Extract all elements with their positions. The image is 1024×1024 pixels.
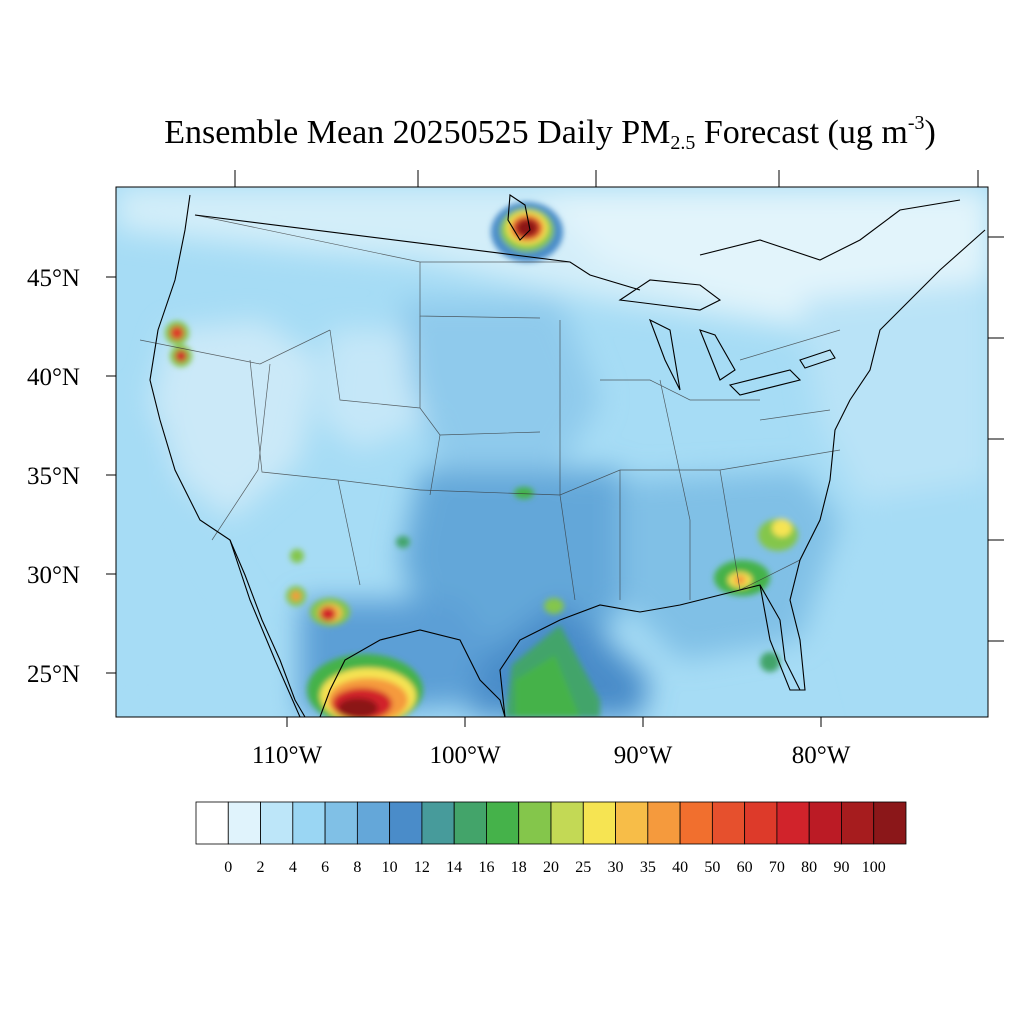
colorbar-box bbox=[808, 801, 842, 845]
colorbar-label: 8 bbox=[353, 859, 361, 876]
colorbar-box bbox=[647, 801, 681, 845]
chart-title: Ensemble Mean 20250525 Daily PM2.5 Forec… bbox=[164, 112, 936, 154]
colorbar-label: 2 bbox=[257, 859, 265, 876]
map-frame bbox=[115, 186, 989, 718]
colorbar-box bbox=[227, 801, 261, 845]
colorbar-box bbox=[389, 801, 423, 845]
colorbar-label: 70 bbox=[769, 859, 785, 876]
colorbar-box bbox=[744, 801, 778, 845]
lat-label: 40°N bbox=[27, 364, 80, 391]
colorbar-label: 50 bbox=[704, 859, 720, 876]
colorbar-box bbox=[550, 801, 584, 845]
gulf-plume bbox=[505, 625, 600, 717]
lat-label: 30°N bbox=[27, 562, 80, 589]
lon-label: 110°W bbox=[252, 742, 323, 769]
colorbar-label: 0 bbox=[224, 859, 232, 876]
coastlines bbox=[149, 194, 986, 717]
colorbar-label: 14 bbox=[446, 859, 462, 876]
colorbar-label: 60 bbox=[737, 859, 753, 876]
colorbar-label: 25 bbox=[575, 859, 591, 876]
colorbar-label: 35 bbox=[640, 859, 656, 876]
colorbar-label: 80 bbox=[801, 859, 817, 876]
concentration-field bbox=[116, 187, 988, 717]
colorbar-label: 18 bbox=[511, 859, 527, 876]
colorbar-box bbox=[582, 801, 616, 845]
colorbar-box bbox=[260, 801, 294, 845]
colorbar-box bbox=[679, 801, 713, 845]
colorbar-label: 6 bbox=[321, 859, 329, 876]
colorbar-label: 16 bbox=[478, 859, 494, 876]
colorbar-label: 4 bbox=[289, 859, 297, 876]
colorbar-label: 40 bbox=[672, 859, 688, 876]
axis-ticks: 45°N 40°N 35°N 30°N 25°N 110°W 100°W 90°W 80°W bbox=[27, 170, 1004, 769]
colorbar-box bbox=[421, 801, 455, 845]
colorbar-label: 90 bbox=[833, 859, 849, 876]
colorbar: 0 2 4 6 8 10 12 14 16 18 20 25 30 35 40 50 60 70 80 90 100 bbox=[195, 801, 907, 876]
colorbar-box bbox=[711, 801, 746, 845]
colorbar-box bbox=[615, 801, 649, 845]
colorbar-box bbox=[486, 801, 520, 845]
colorbar-label: 20 bbox=[543, 859, 559, 876]
colorbar-label: 10 bbox=[382, 859, 398, 876]
colorbar-box bbox=[873, 801, 907, 845]
colorbar-box bbox=[518, 801, 552, 845]
lat-label: 25°N bbox=[27, 661, 80, 688]
lon-label: 100°W bbox=[429, 742, 500, 769]
lat-label: 35°N bbox=[27, 463, 80, 490]
state-boundaries bbox=[139, 214, 841, 601]
lon-label: 90°W bbox=[614, 742, 673, 769]
colorbar-box bbox=[195, 801, 229, 845]
colorbar-label: 100 bbox=[862, 859, 886, 876]
colorbar-box bbox=[776, 801, 810, 845]
colorbar-box bbox=[324, 801, 358, 845]
colorbar-box bbox=[292, 801, 326, 845]
colorbar-box bbox=[841, 801, 875, 845]
colorbar-label: 30 bbox=[608, 859, 624, 876]
lat-label: 45°N bbox=[27, 265, 80, 292]
colorbar-label: 12 bbox=[414, 859, 430, 876]
lon-label: 80°W bbox=[792, 742, 851, 769]
colorbar-box bbox=[356, 801, 391, 845]
colorbar-box bbox=[453, 801, 487, 845]
smoke-hotspots bbox=[165, 202, 798, 717]
